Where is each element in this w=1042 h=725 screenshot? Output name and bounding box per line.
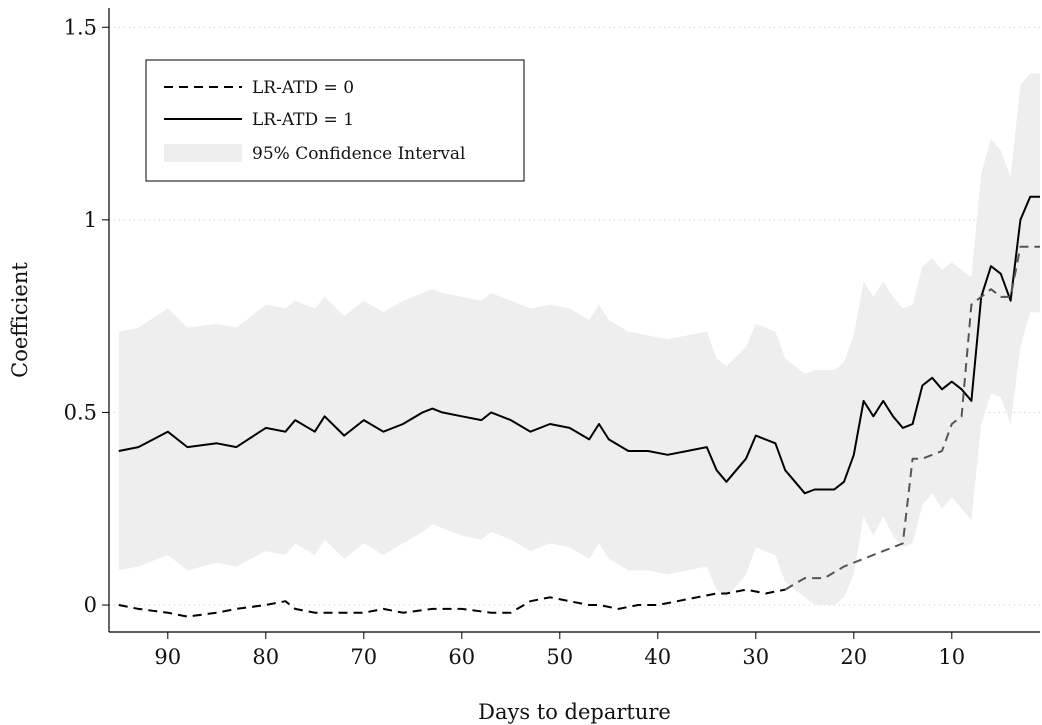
y-tick-label: 1.5 xyxy=(64,15,97,39)
x-tick-label: 80 xyxy=(252,645,279,669)
y-axis-title: Coefficient xyxy=(8,262,32,378)
y-tick-label: 0 xyxy=(84,593,97,617)
tick-labels: 90 80 70 60 50 40 30 20 10 0 0.5 1 1.5 xyxy=(64,15,966,669)
x-tick-label: 70 xyxy=(350,645,377,669)
x-tick-label: 60 xyxy=(448,645,475,669)
y-tick-label: 1 xyxy=(84,208,97,232)
x-tick-label: 30 xyxy=(742,645,769,669)
legend-label-lr-atd-0: LR-ATD = 0 xyxy=(252,78,354,98)
x-tick-label: 20 xyxy=(840,645,867,669)
axes xyxy=(102,8,1040,639)
y-tick-label: 0.5 xyxy=(64,400,97,424)
x-axis-title: Days to departure xyxy=(478,700,671,724)
legend-swatch-band xyxy=(164,144,242,162)
series-layer xyxy=(118,195,1040,618)
confidence-band-layer xyxy=(118,73,1041,605)
legend-label-confidence-interval: 95% Confidence Interval xyxy=(252,144,465,164)
x-tick-label: 50 xyxy=(546,645,573,669)
confidence-band xyxy=(118,73,1041,605)
series-line-lr-atd-0 xyxy=(118,588,786,618)
x-tick-label: 40 xyxy=(644,645,671,669)
legend: LR-ATD = 0 LR-ATD = 1 95% Confidence Int… xyxy=(145,59,525,182)
x-tick-label: 10 xyxy=(938,645,965,669)
legend-label-lr-atd-1: LR-ATD = 1 xyxy=(252,110,354,130)
series-line-lr-atd-0-late xyxy=(784,245,1040,591)
series-line-lr-atd-1 xyxy=(118,195,1040,495)
x-tick-label: 90 xyxy=(154,645,181,669)
